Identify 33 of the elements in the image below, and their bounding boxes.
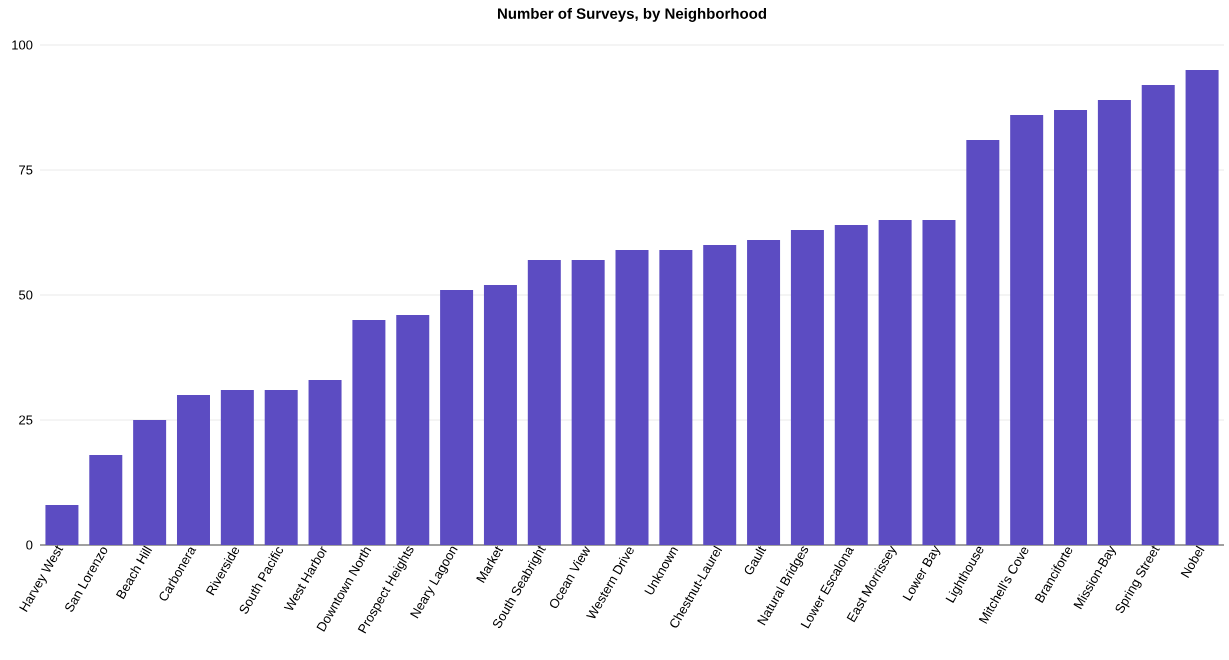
bar (440, 290, 474, 545)
bar (1141, 85, 1175, 545)
bar (1054, 110, 1088, 545)
chart-title: Number of Surveys, by Neighborhood (498, 7, 767, 22)
y-tick-label: 100 (12, 40, 33, 50)
bar (615, 250, 649, 545)
bar (1185, 70, 1219, 545)
bar (878, 220, 912, 545)
bar (834, 225, 868, 545)
bar (1097, 100, 1131, 545)
bar (45, 505, 79, 545)
bar (352, 320, 386, 545)
bar (790, 230, 824, 545)
bar (220, 390, 254, 545)
bar (922, 220, 956, 545)
bar (308, 380, 342, 545)
bar (1010, 115, 1044, 545)
y-tick-label: 25 (19, 415, 33, 425)
bar (747, 240, 781, 545)
bar (571, 260, 605, 545)
y-tick-label: 75 (19, 165, 33, 175)
bar (527, 260, 561, 545)
bar (264, 390, 298, 545)
bar (396, 315, 430, 545)
bar (659, 250, 693, 545)
bar (133, 420, 167, 545)
bar (176, 395, 210, 545)
bar (703, 245, 737, 545)
y-tick-label: 50 (19, 290, 33, 300)
y-tick-label: 0 (26, 540, 33, 550)
bar (483, 285, 517, 545)
bar (966, 140, 1000, 545)
bar (89, 455, 123, 545)
